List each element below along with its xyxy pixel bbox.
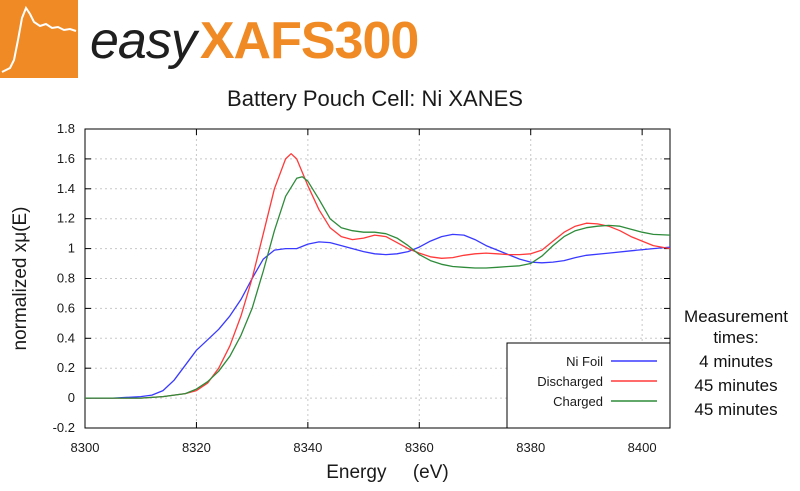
series-line-charged xyxy=(85,176,670,399)
y-tick-label-1: 0 xyxy=(68,390,75,405)
y-tick-label-5: 0.8 xyxy=(57,271,75,286)
series-line-ni-foil xyxy=(85,233,670,399)
series-line-discharged xyxy=(85,153,670,399)
y-tick-label-2: 0.2 xyxy=(57,360,75,375)
measurement-heading-line2: times: xyxy=(713,328,759,347)
y-tick-label-6: 1 xyxy=(68,241,75,256)
x-tick-label-2: 8340 xyxy=(293,440,322,455)
y-tick-label-9: 1.6 xyxy=(57,151,75,166)
measurement-time-ni-foil: 4 minutes xyxy=(699,352,773,371)
measurement-time-discharged: 45 minutes xyxy=(694,376,778,395)
x-tick-label-1: 8320 xyxy=(182,440,211,455)
legend-label-ni-foil: Ni Foil xyxy=(566,354,603,369)
y-tick-label-3: 0.4 xyxy=(57,330,75,345)
y-tick-label-7: 1.2 xyxy=(57,211,75,226)
logo-wordmark: easy XAFS300 xyxy=(90,6,419,76)
logo-word-easy: easy xyxy=(90,12,197,70)
measurement-heading-line1: Measurement xyxy=(684,307,788,326)
x-tick-label-5: 8400 xyxy=(628,440,657,455)
x-tick-label-0: 8300 xyxy=(71,440,100,455)
legend-box xyxy=(506,342,671,429)
legend-label-charged: Charged xyxy=(553,394,603,409)
y-axis-label: normalized xμ(E) xyxy=(10,207,31,351)
measurement-time-charged: 45 minutes xyxy=(694,400,778,419)
x-tick-label-4: 8380 xyxy=(516,440,545,455)
logo-spectrum-icon xyxy=(1,5,77,73)
legend-label-discharged: Discharged xyxy=(537,374,603,389)
y-tick-label-4: 0.6 xyxy=(57,300,75,315)
logo-word-product: XAFS300 xyxy=(199,12,419,70)
x-axis-label: Energy (eV) xyxy=(326,462,449,483)
y-tick-label-10: 1.8 xyxy=(57,121,75,136)
x-tick-label-3: 8360 xyxy=(405,440,434,455)
chart-title: Battery Pouch Cell: Ni XANES xyxy=(227,86,523,111)
y-tick-label-0: -0.2 xyxy=(53,420,75,435)
y-tick-label-8: 1.4 xyxy=(57,181,75,196)
logo-graphic xyxy=(0,0,78,78)
